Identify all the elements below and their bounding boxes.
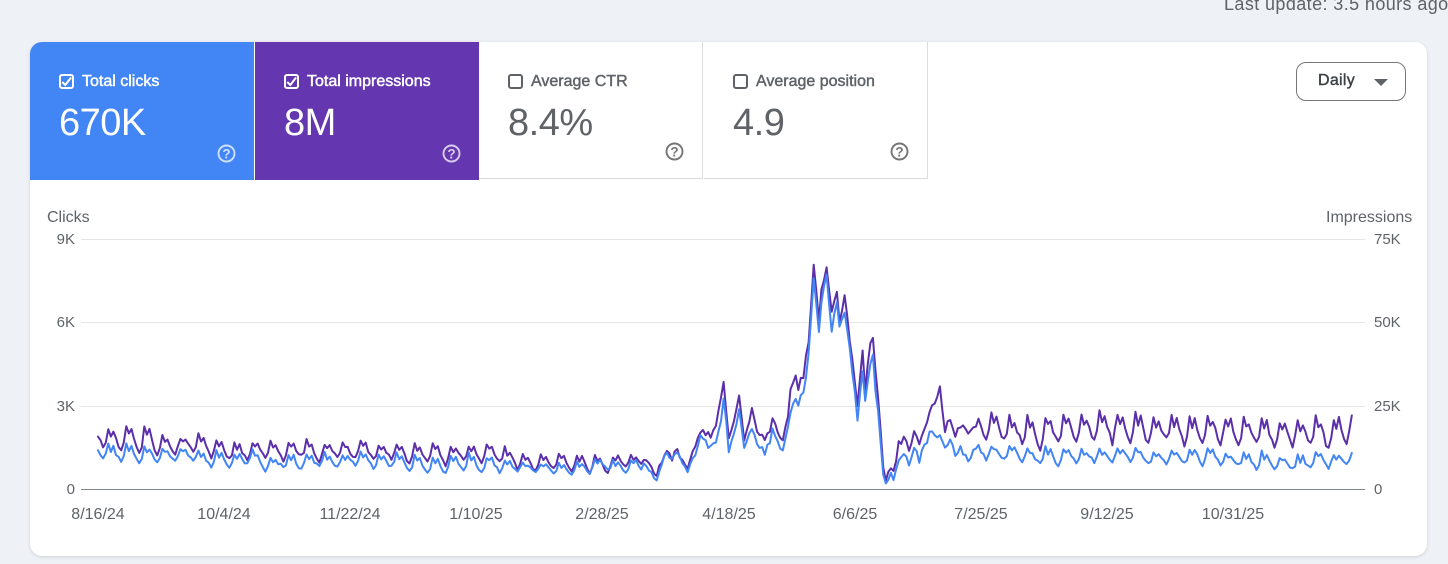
svg-text:?: ? bbox=[670, 144, 678, 159]
svg-text:?: ? bbox=[447, 146, 455, 161]
svg-text:?: ? bbox=[895, 144, 903, 159]
svg-text:?: ? bbox=[222, 146, 230, 161]
